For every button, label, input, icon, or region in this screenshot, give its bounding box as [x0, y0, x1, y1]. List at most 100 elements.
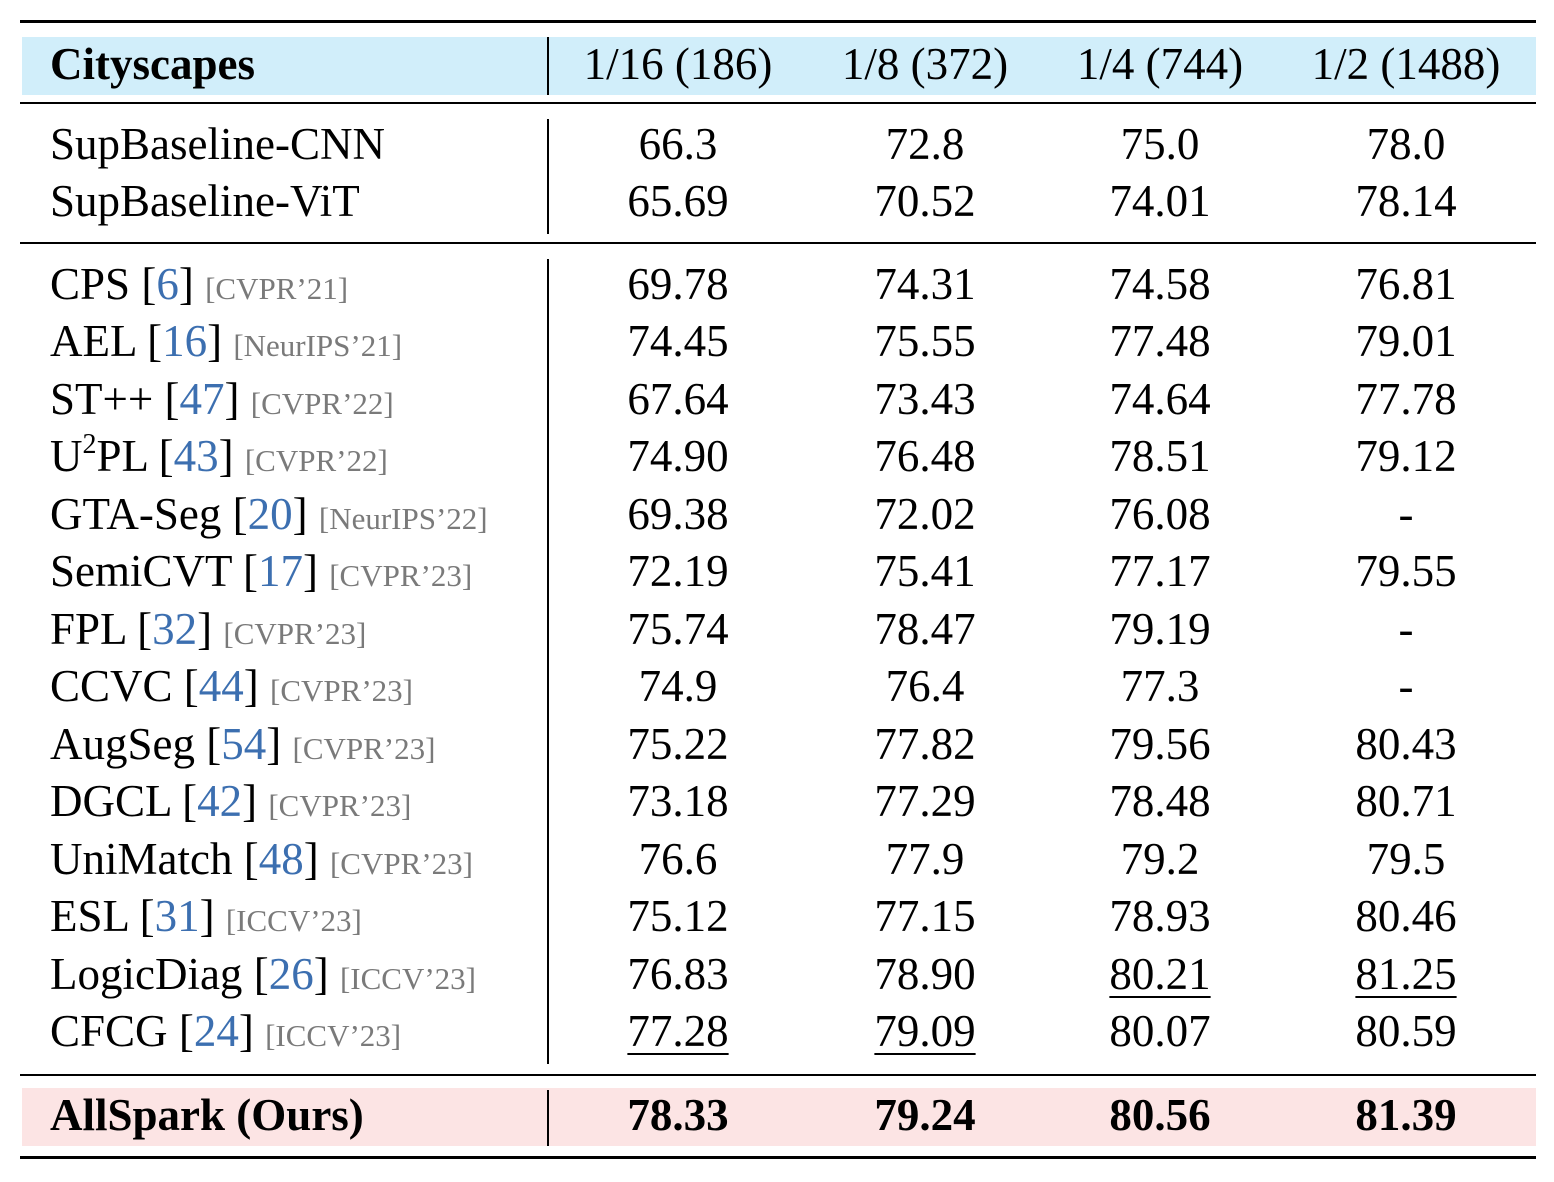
method-name: AEL: [50, 316, 136, 366]
header-row: Cityscapes 1/16 (186) 1/8 (372) 1/4 (744…: [0, 35, 1554, 93]
cell-value: 75.12: [627, 891, 729, 941]
ours-separator: [547, 1090, 549, 1146]
citation-link[interactable]: 26: [268, 949, 314, 999]
table-row: FPL [32] [CVPR’23] 75.74 78.47 79.19 -: [0, 600, 1554, 658]
table-row: LogicDiag [26] [ICCV’23] 76.83 78.90 80.…: [0, 945, 1554, 1003]
citation-link[interactable]: 47: [179, 374, 225, 424]
method-name: SupBaseline-ViT: [50, 176, 360, 226]
table-row: CCVC [44] [CVPR’23] 74.9 76.4 77.3 -: [0, 657, 1554, 715]
cell-value: 80.43: [1355, 719, 1457, 769]
ours-band: [22, 1088, 1536, 1146]
cell-value: 75.0: [1120, 119, 1200, 169]
method-name: CCVC: [50, 661, 173, 711]
citation-link[interactable]: 48: [258, 834, 304, 884]
venue-tag: [ICCV’23]: [265, 1018, 402, 1053]
bottom-rule: [20, 1156, 1536, 1159]
cell-value: 78.93: [1109, 891, 1211, 941]
citation-link[interactable]: 20: [247, 489, 293, 539]
cell-value: 69.78: [627, 259, 729, 309]
top-rule: [20, 20, 1536, 23]
citation-link[interactable]: 6: [156, 259, 179, 309]
cell-value: 75.55: [874, 316, 976, 366]
cell-value: 77.29: [874, 776, 976, 826]
cell-value: 80.46: [1355, 891, 1457, 941]
method-label: SemiCVT [17] [CVPR’23]: [50, 546, 473, 596]
cell-value: 75.41: [874, 546, 976, 596]
table-row: U2PL [43] [CVPR’22] 74.90 76.48 78.51 79…: [0, 427, 1554, 485]
cell-value: 77.17: [1109, 546, 1211, 596]
venue-tag: [CVPR’23]: [270, 673, 413, 708]
citation-link[interactable]: 43: [173, 431, 219, 481]
cell-value: 74.9: [638, 661, 718, 711]
method-label: CCVC [44] [CVPR’23]: [50, 661, 413, 711]
venue-tag: [NeurIPS’22]: [318, 501, 488, 536]
method-name: AllSpark (Ours): [50, 1090, 364, 1140]
cell-value: 76.08: [1109, 489, 1211, 539]
baseline-rule: [20, 242, 1536, 244]
table-row: UniMatch [48] [CVPR’23] 76.6 77.9 79.2 7…: [0, 830, 1554, 888]
cell-value: 73.43: [874, 374, 976, 424]
cell-value: -: [1398, 604, 1414, 654]
cell-value: 74.31: [874, 259, 976, 309]
column-header: 1/16 (186): [583, 39, 773, 89]
venue-tag: [CVPR’23]: [268, 788, 412, 823]
cell-value: 80.07: [1109, 1006, 1211, 1056]
method-label: LogicDiag [26] [ICCV’23]: [50, 949, 476, 999]
citation-link[interactable]: 31: [154, 891, 200, 941]
venue-tag: [CVPR’22]: [250, 386, 394, 421]
cell-value: 78.47: [874, 604, 976, 654]
method-name: SupBaseline-CNN: [50, 119, 385, 169]
cell-value: 76.6: [638, 834, 718, 884]
methods-rule: [20, 1074, 1536, 1076]
table-row: AEL [16] [NeurIPS’21] 74.45 75.55 77.48 …: [0, 312, 1554, 370]
method-name: GTA-Seg: [50, 489, 222, 539]
header-separator: [547, 37, 549, 95]
method-label: U2PL [43] [CVPR’22]: [50, 429, 388, 482]
venue-tag: [ICCV’23]: [225, 903, 362, 938]
method-label: ESL [31] [ICCV’23]: [50, 891, 362, 941]
cell-value: 79.56: [1109, 719, 1211, 769]
venue-tag: [ICCV’23]: [339, 961, 476, 996]
table-row: GTA-Seg [20] [NeurIPS’22] 69.38 72.02 76…: [0, 485, 1554, 543]
citation-link[interactable]: 42: [197, 776, 243, 826]
method-label: CFCG [24] [ICCV’23]: [50, 1006, 402, 1056]
cell-value: 78.51: [1109, 431, 1211, 481]
cell-value: 76.4: [885, 661, 965, 711]
table-row: SupBaseline-ViT 65.69 70.52 74.01 78.14: [0, 172, 1554, 230]
cell-value: 78.14: [1355, 176, 1457, 226]
cell-value: 70.52: [874, 176, 976, 226]
table-row: SupBaseline-CNN 66.3 72.8 75.0 78.0: [0, 115, 1554, 173]
venue-tag: [CVPR’23]: [329, 846, 473, 881]
cell-value: 65.69: [627, 176, 729, 226]
dataset-label: Cityscapes: [50, 39, 255, 89]
cell-value: 79.12: [1355, 431, 1457, 481]
venue-tag: [CVPR’22]: [244, 443, 388, 478]
venue-tag: [CVPR’23]: [223, 616, 367, 651]
cell-value: 79.5: [1366, 834, 1446, 884]
cell-value: 72.8: [885, 119, 965, 169]
cell-value: 74.45: [627, 316, 729, 366]
citation-link[interactable]: 24: [193, 1006, 239, 1056]
second-best-value: 81.25: [1355, 949, 1457, 999]
citation-link[interactable]: 54: [221, 719, 267, 769]
cell-value: 79.19: [1109, 604, 1211, 654]
method-label: GTA-Seg [20] [NeurIPS’22]: [50, 489, 488, 539]
citation-link[interactable]: 44: [198, 661, 244, 711]
method-label: AEL [16] [NeurIPS’21]: [50, 316, 403, 366]
best-value: 80.56: [1109, 1090, 1211, 1140]
table-row: AugSeg [54] [CVPR’23] 75.22 77.82 79.56 …: [0, 715, 1554, 773]
cell-value: 80.59: [1355, 1006, 1457, 1056]
cell-value: 74.64: [1109, 374, 1211, 424]
cell-value: 78.0: [1366, 119, 1446, 169]
method-name: ESL: [50, 891, 129, 941]
table-row: CFCG [24] [ICCV’23] 77.28 79.09 80.07 80…: [0, 1002, 1554, 1060]
method-name: AugSeg: [50, 719, 195, 769]
citation-link[interactable]: 17: [257, 546, 303, 596]
citation-link[interactable]: 32: [152, 604, 198, 654]
cell-value: 74.01: [1109, 176, 1211, 226]
method-name: CPS: [50, 259, 131, 309]
table-row: DGCL [42] [CVPR’23] 73.18 77.29 78.48 80…: [0, 772, 1554, 830]
citation-link[interactable]: 16: [162, 316, 208, 366]
cell-value: 77.82: [874, 719, 976, 769]
cell-value: 80.71: [1355, 776, 1457, 826]
